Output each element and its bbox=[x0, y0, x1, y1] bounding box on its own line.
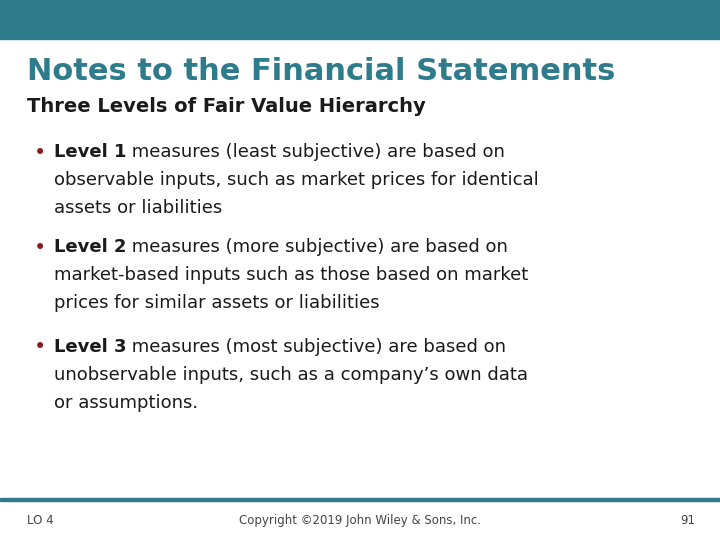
Text: unobservable inputs, such as a company’s own data: unobservable inputs, such as a company’s… bbox=[54, 366, 528, 383]
Text: or assumptions.: or assumptions. bbox=[54, 394, 198, 411]
Text: market-based inputs such as those based on market: market-based inputs such as those based … bbox=[54, 266, 528, 284]
Text: measures (least subjective) are based on: measures (least subjective) are based on bbox=[127, 143, 505, 161]
Text: observable inputs, such as market prices for identical: observable inputs, such as market prices… bbox=[54, 171, 539, 189]
Text: measures (most subjective) are based on: measures (most subjective) are based on bbox=[127, 338, 506, 355]
Text: Notes to the Financial Statements: Notes to the Financial Statements bbox=[27, 57, 616, 86]
Text: •: • bbox=[33, 338, 46, 357]
Text: •: • bbox=[33, 238, 46, 258]
Text: assets or liabilities: assets or liabilities bbox=[54, 199, 222, 217]
Text: LO 4: LO 4 bbox=[27, 514, 54, 527]
Text: Level 2: Level 2 bbox=[54, 238, 127, 255]
Text: •: • bbox=[33, 143, 46, 163]
Text: Level 1: Level 1 bbox=[54, 143, 127, 161]
Text: Level 3: Level 3 bbox=[54, 338, 127, 355]
Text: measures (more subjective) are based on: measures (more subjective) are based on bbox=[127, 238, 508, 255]
Text: prices for similar assets or liabilities: prices for similar assets or liabilities bbox=[54, 294, 379, 312]
Text: 91: 91 bbox=[680, 514, 695, 527]
Text: Three Levels of Fair Value Hierarchy: Three Levels of Fair Value Hierarchy bbox=[27, 97, 426, 116]
Text: Copyright ©2019 John Wiley & Sons, Inc.: Copyright ©2019 John Wiley & Sons, Inc. bbox=[239, 514, 481, 527]
Bar bbox=[0, 0, 720, 39]
Bar bbox=[0, 498, 720, 501]
